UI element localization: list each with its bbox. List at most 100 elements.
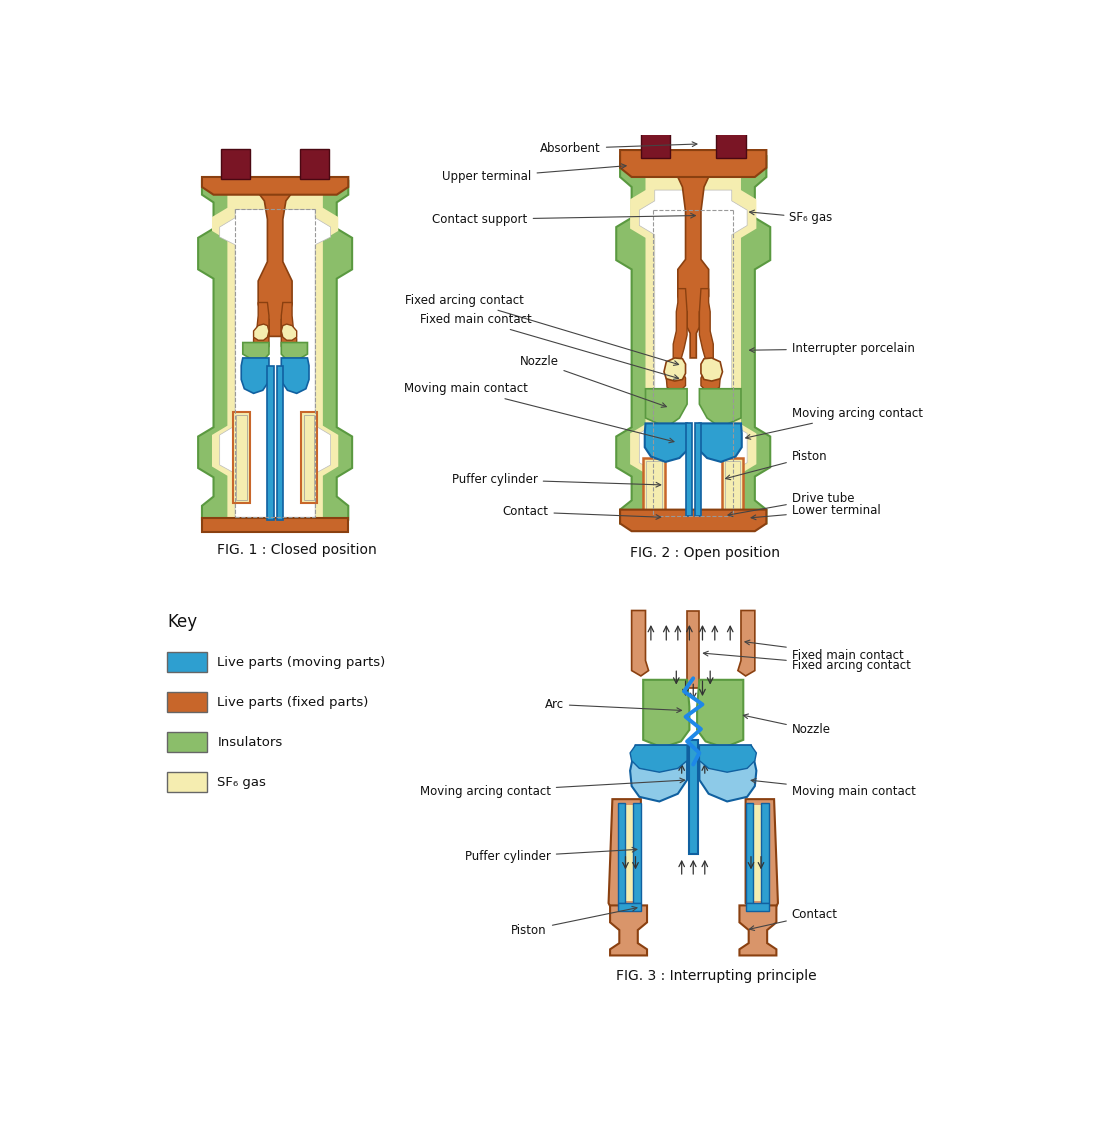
Text: Moving arcing contact: Moving arcing contact: [419, 778, 685, 798]
Polygon shape: [630, 156, 756, 524]
Text: FIG. 3 : Interrupting principle: FIG. 3 : Interrupting principle: [617, 969, 817, 983]
Text: Contact: Contact: [502, 505, 661, 519]
Polygon shape: [620, 150, 766, 177]
Polygon shape: [243, 342, 269, 365]
Polygon shape: [666, 288, 687, 392]
Polygon shape: [699, 388, 741, 427]
Text: Fixed main contact: Fixed main contact: [745, 640, 904, 662]
Text: Moving main contact: Moving main contact: [404, 383, 674, 443]
Polygon shape: [678, 150, 709, 358]
Bar: [761, 803, 768, 903]
Bar: [201, 518, 348, 532]
Text: Fixed arcing contact: Fixed arcing contact: [405, 294, 678, 366]
Polygon shape: [212, 181, 338, 519]
Bar: [304, 415, 315, 499]
Polygon shape: [745, 799, 778, 911]
Polygon shape: [738, 610, 755, 675]
Text: Live parts (fixed parts): Live parts (fixed parts): [217, 696, 369, 709]
Bar: [232, 412, 250, 503]
Bar: [618, 903, 641, 911]
Text: Absorbent: Absorbent: [541, 141, 697, 155]
Polygon shape: [699, 423, 742, 462]
Text: Contact: Contact: [750, 908, 838, 930]
Text: Moving arcing contact: Moving arcing contact: [745, 407, 923, 439]
Text: Moving main contact: Moving main contact: [751, 779, 916, 798]
Polygon shape: [259, 177, 292, 337]
Polygon shape: [198, 181, 352, 519]
Polygon shape: [281, 342, 307, 365]
Polygon shape: [664, 358, 686, 381]
Polygon shape: [645, 423, 687, 462]
Bar: [686, 423, 691, 516]
Text: Piston: Piston: [726, 450, 828, 480]
Polygon shape: [620, 509, 766, 531]
Polygon shape: [630, 745, 687, 801]
Text: Puffer cylinder: Puffer cylinder: [451, 473, 661, 487]
Bar: [167, 652, 207, 672]
Polygon shape: [201, 177, 348, 195]
Polygon shape: [645, 388, 687, 427]
Polygon shape: [643, 680, 689, 747]
Bar: [268, 366, 273, 519]
Polygon shape: [630, 745, 687, 772]
Bar: [687, 610, 699, 688]
Text: Lower terminal: Lower terminal: [751, 504, 881, 519]
Text: Drive tube: Drive tube: [728, 491, 854, 516]
Polygon shape: [281, 358, 309, 394]
Polygon shape: [253, 324, 269, 340]
Bar: [643, 458, 665, 526]
Polygon shape: [632, 610, 648, 675]
Text: Nozzle: Nozzle: [743, 714, 831, 736]
Text: FIG. 1 : Closed position: FIG. 1 : Closed position: [217, 543, 378, 558]
Text: Upper terminal: Upper terminal: [443, 164, 626, 184]
Bar: [717, 131, 745, 158]
Text: Key: Key: [167, 614, 197, 632]
Text: Piston: Piston: [511, 907, 637, 937]
Bar: [745, 803, 753, 903]
Polygon shape: [640, 190, 748, 524]
Polygon shape: [281, 303, 296, 357]
Polygon shape: [699, 745, 756, 772]
Bar: [299, 148, 329, 180]
Bar: [633, 803, 641, 903]
Text: Arc: Arc: [545, 698, 682, 712]
Text: Live parts (moving parts): Live parts (moving parts): [217, 655, 385, 669]
Polygon shape: [701, 358, 722, 381]
Polygon shape: [740, 905, 776, 956]
Bar: [167, 733, 207, 752]
Bar: [236, 415, 247, 499]
Text: SF₆ gas: SF₆ gas: [750, 210, 832, 224]
Polygon shape: [220, 210, 330, 519]
Text: Nozzle: Nozzle: [520, 356, 666, 407]
Bar: [722, 458, 743, 526]
Bar: [748, 804, 767, 901]
Bar: [695, 423, 701, 516]
Polygon shape: [699, 745, 756, 801]
Bar: [167, 692, 207, 712]
Polygon shape: [253, 303, 269, 357]
Polygon shape: [697, 680, 743, 747]
Bar: [745, 903, 768, 911]
Polygon shape: [241, 358, 269, 394]
Bar: [618, 803, 625, 903]
Polygon shape: [281, 324, 296, 340]
Bar: [276, 366, 283, 519]
Text: FIG. 2 : Open position: FIG. 2 : Open position: [630, 545, 781, 560]
Bar: [641, 131, 671, 158]
Text: Contact support: Contact support: [433, 213, 696, 226]
Polygon shape: [617, 156, 771, 524]
Bar: [724, 461, 740, 523]
Bar: [646, 461, 662, 523]
Bar: [221, 148, 251, 180]
Polygon shape: [609, 799, 641, 911]
Text: Puffer cylinder: Puffer cylinder: [465, 847, 636, 864]
Text: Insulators: Insulators: [217, 736, 283, 748]
Polygon shape: [610, 905, 647, 956]
Text: Fixed arcing contact: Fixed arcing contact: [704, 651, 911, 672]
Bar: [620, 804, 640, 901]
Bar: [167, 772, 207, 792]
Polygon shape: [699, 288, 720, 392]
Bar: [688, 739, 698, 854]
Text: SF₆ gas: SF₆ gas: [217, 775, 266, 789]
Polygon shape: [228, 518, 323, 532]
